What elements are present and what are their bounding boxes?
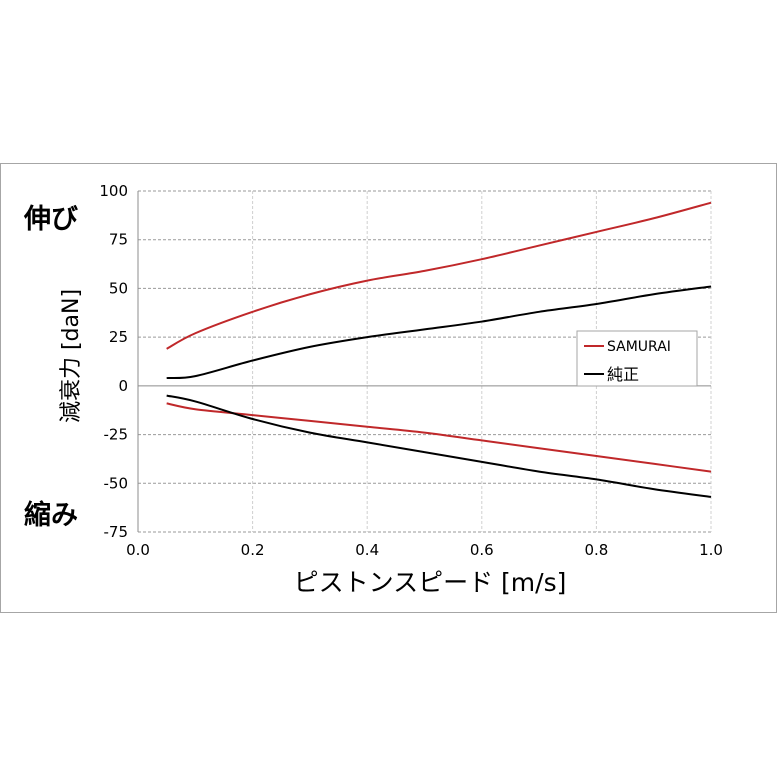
y-tick-label: 0	[118, 377, 128, 395]
x-tick-label: 1.0	[699, 541, 723, 559]
legend-samurai-label: SAMURAI	[607, 339, 671, 355]
y-tick-label: 75	[109, 231, 128, 249]
y-tick-label: 25	[109, 328, 128, 346]
y-tick-label: 100	[99, 182, 128, 200]
x-tick-label: 0.0	[126, 541, 150, 559]
x-tick-label: 0.4	[355, 541, 379, 559]
y-axis-title: 減衰力 [daN]	[59, 289, 84, 423]
y-tick-label: -50	[104, 474, 129, 492]
legend-stock-label: 純正	[607, 365, 639, 384]
x-tick-label: 0.8	[584, 541, 608, 559]
x-tick-label: 0.2	[241, 541, 265, 559]
series-line	[166, 402, 712, 473]
series-line	[166, 394, 712, 498]
y-axis-ticks: 100 75 50 25 0 -25 -50 -75	[99, 182, 128, 541]
x-axis-title: ピストンスピード [m/s]	[294, 568, 567, 597]
y-tick-label: -25	[104, 426, 129, 444]
x-tick-label: 0.6	[470, 541, 494, 559]
y-tick-label: 50	[109, 279, 128, 297]
legend: SAMURAI 純正	[576, 330, 698, 387]
extension-label: 伸び	[23, 204, 78, 235]
data-series	[166, 201, 712, 498]
series-line	[166, 201, 712, 350]
y-tick-label: -75	[104, 523, 129, 541]
x-axis-ticks: 0.0 0.2 0.4 0.6 0.8 1.0	[126, 541, 723, 559]
series-line	[166, 285, 712, 380]
chart-frame	[0, 163, 777, 613]
compression-label: 縮み	[24, 499, 78, 531]
